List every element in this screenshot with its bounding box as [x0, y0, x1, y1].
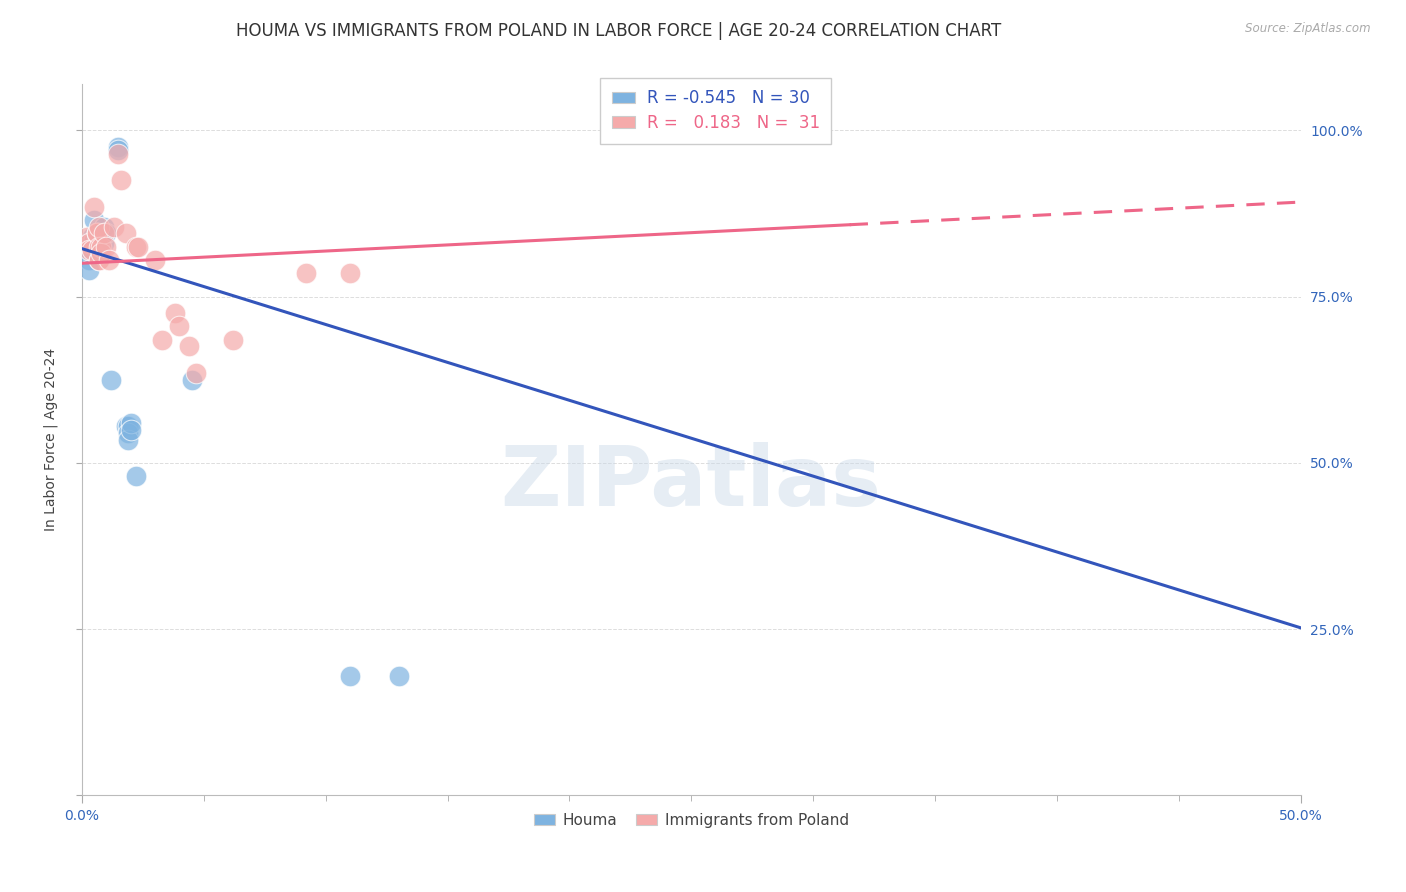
Point: [96, 227, 118, 241]
Point: [80, 243, 103, 257]
Point: [127, 240, 149, 254]
Point: [86, 227, 108, 241]
Point: [86, 227, 108, 241]
Legend: Houma, Immigrants from Poland: Houma, Immigrants from Poland: [527, 806, 855, 834]
Point: [179, 339, 201, 353]
Point: [117, 425, 139, 440]
Point: [76, 240, 98, 254]
Text: HOUMA VS IMMIGRANTS FROM POLAND IN LABOR FORCE | AGE 20-24 CORRELATION CHART: HOUMA VS IMMIGRANTS FROM POLAND IN LABOR…: [236, 22, 1001, 40]
Point: [120, 416, 142, 430]
Point: [339, 668, 361, 682]
Point: [163, 306, 186, 320]
Point: [117, 419, 139, 434]
Point: [96, 240, 118, 254]
Point: [87, 252, 110, 267]
Point: [86, 227, 108, 241]
Point: [107, 143, 129, 157]
Y-axis label: In Labor Force | Age 20-24: In Labor Force | Age 20-24: [44, 348, 58, 531]
Point: [77, 243, 100, 257]
Point: [110, 173, 132, 187]
Point: [150, 333, 173, 347]
Point: [90, 229, 112, 244]
Point: [124, 240, 146, 254]
Point: [87, 240, 110, 254]
Point: [80, 229, 103, 244]
Point: [87, 240, 110, 254]
Point: [186, 366, 208, 380]
Point: [90, 246, 112, 260]
Text: ZIPatlas: ZIPatlas: [501, 442, 882, 523]
Point: [87, 219, 110, 234]
Point: [114, 227, 136, 241]
Point: [77, 236, 100, 251]
Point: [339, 266, 361, 280]
Point: [87, 227, 110, 241]
Point: [114, 419, 136, 434]
Point: [388, 668, 411, 682]
Point: [107, 140, 129, 154]
Point: [77, 252, 100, 267]
Point: [86, 229, 108, 244]
Point: [100, 373, 122, 387]
Point: [80, 236, 103, 251]
Point: [83, 213, 105, 227]
Point: [90, 236, 112, 251]
Point: [76, 229, 98, 244]
Point: [87, 229, 110, 244]
Point: [120, 423, 142, 437]
Point: [222, 333, 245, 347]
Point: [93, 236, 115, 251]
Point: [107, 146, 129, 161]
Point: [180, 373, 202, 387]
Point: [143, 252, 166, 267]
Text: Source: ZipAtlas.com: Source: ZipAtlas.com: [1246, 22, 1371, 36]
Point: [77, 263, 100, 277]
Point: [83, 233, 105, 247]
Point: [169, 319, 191, 334]
Point: [295, 266, 318, 280]
Point: [93, 219, 115, 234]
Point: [124, 469, 146, 483]
Point: [103, 219, 125, 234]
Point: [117, 433, 139, 447]
Point: [90, 240, 112, 254]
Point: [87, 252, 110, 267]
Point: [83, 200, 105, 214]
Point: [97, 252, 120, 267]
Point: [93, 227, 115, 241]
